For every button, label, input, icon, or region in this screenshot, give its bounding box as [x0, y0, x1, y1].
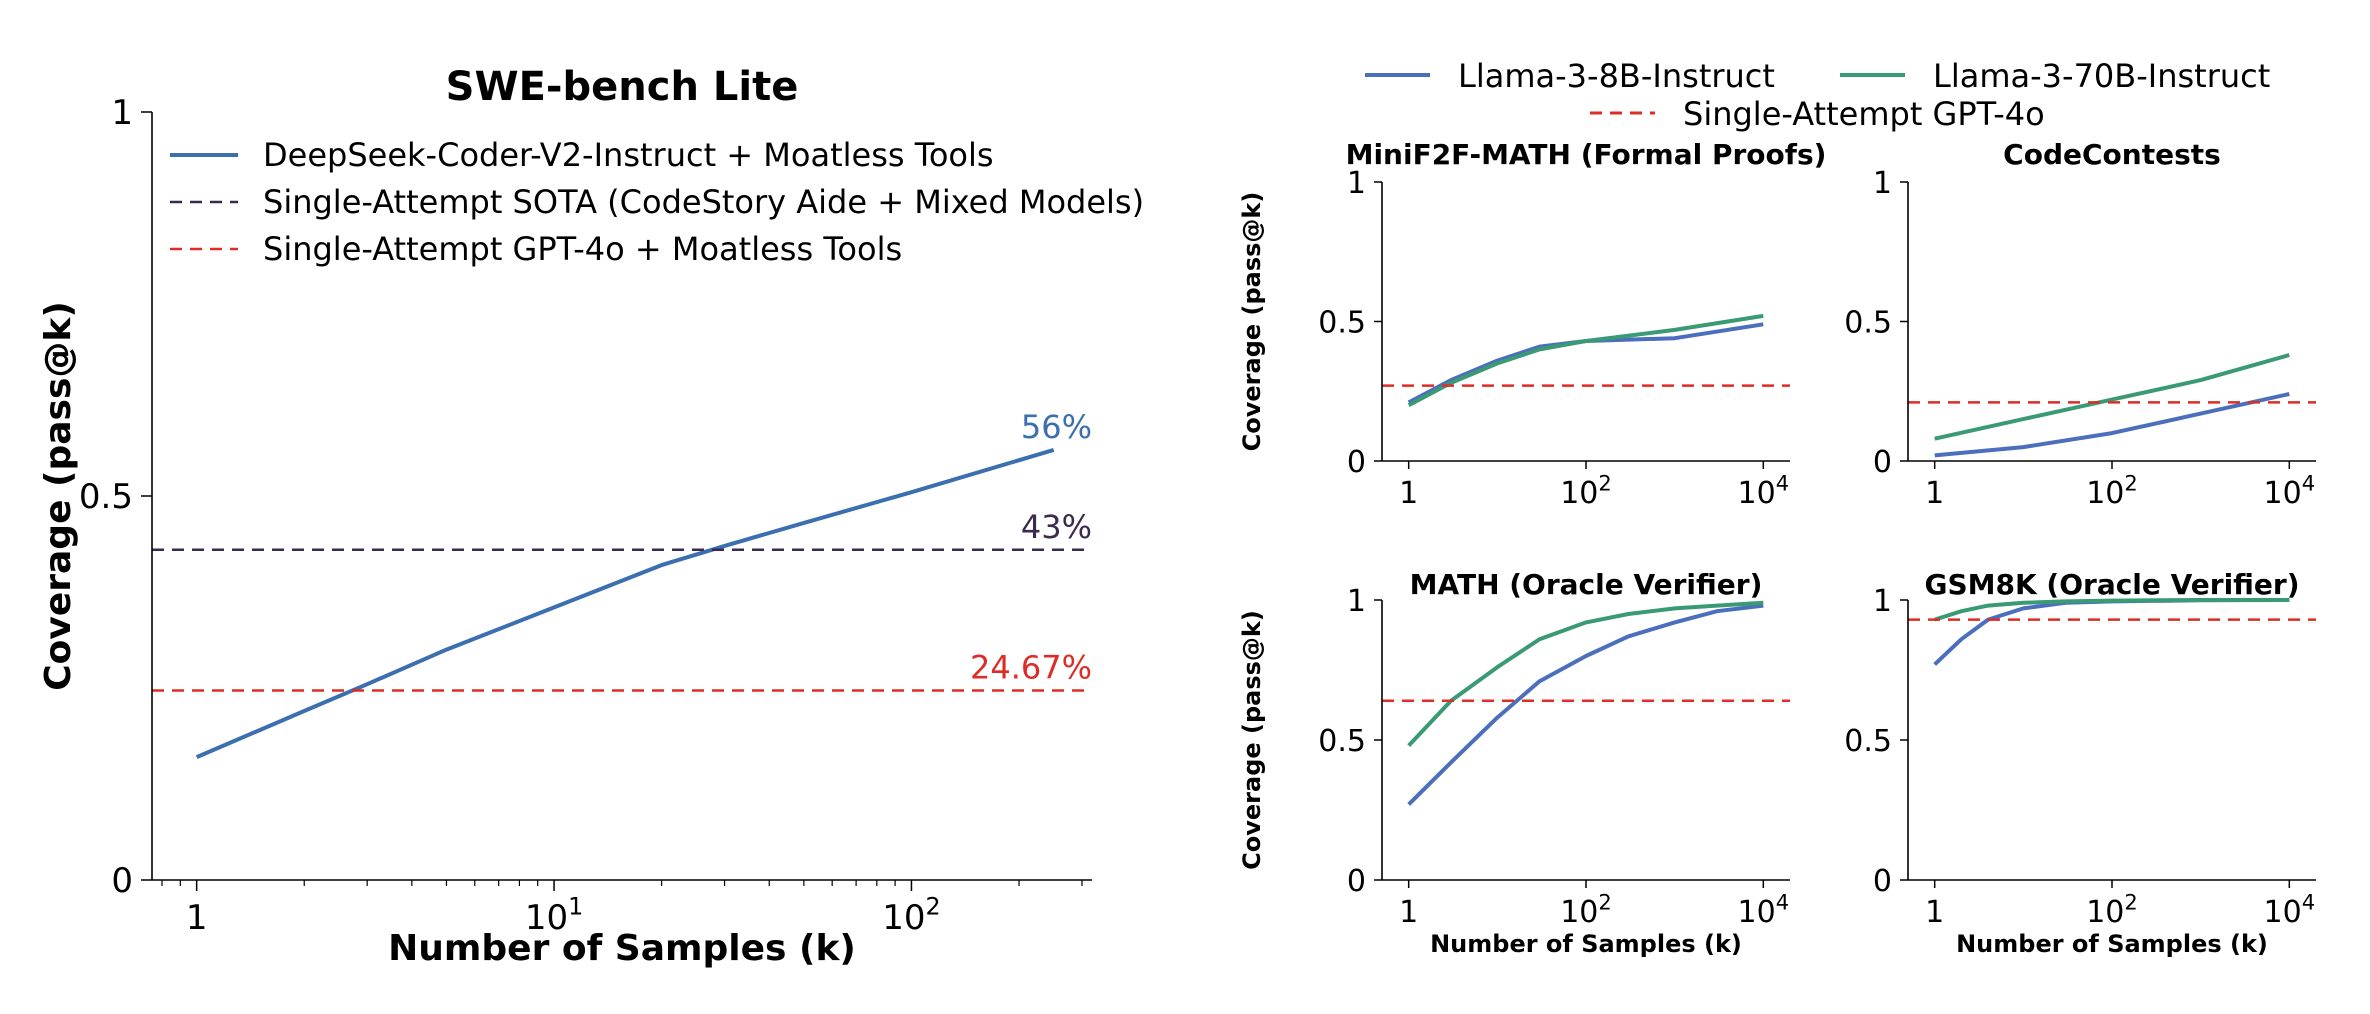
y-tick-label: 0.5 [1844, 724, 1892, 759]
data-label-sota: 43% [1021, 508, 1092, 546]
x-tick-label: 102 [1560, 890, 1612, 930]
y-tick-label: 0.5 [1844, 305, 1892, 340]
x-tick-label: 102 [1560, 471, 1612, 511]
y-axis-label: Coverage (pass@k) [38, 301, 79, 691]
x-tick-label: 102 [882, 893, 940, 938]
legend-main: DeepSeek-Coder-V2-Instruct + Moatless To… [170, 136, 1144, 268]
y-tick-label: 0 [1347, 864, 1366, 899]
legend-label-sota: Single-Attempt SOTA (CodeStory Aide + Mi… [263, 183, 1144, 221]
x-tick-label: 104 [1738, 890, 1790, 930]
x-axis-label: Number of Samples (k) [1956, 930, 2268, 958]
data-label-deepseek: 56% [1021, 408, 1092, 446]
y-tick-label: 0.5 [79, 477, 133, 517]
series-line-llama8b [1407, 603, 1764, 806]
series-line-llama70b [1407, 313, 1764, 407]
x-axis-label: Number of Samples (k) [388, 928, 856, 969]
x-tick-label: 1 [1925, 476, 1944, 511]
chart-title: MiniF2F-MATH (Formal Proofs) [1346, 138, 1827, 171]
chart-panel-3: CodeContests 0 0.5 1 1 102 104 [1844, 138, 2316, 511]
y-tick-label: 0 [1873, 864, 1892, 899]
y-tick-label: 0 [111, 861, 133, 901]
y-tick-label: 1 [1347, 166, 1366, 201]
y-tick-label: 1 [1873, 584, 1892, 619]
y-tick-label: 0.5 [1318, 305, 1366, 340]
y-tick-label: 0.5 [1318, 724, 1366, 759]
series-line-llama8b [1934, 392, 2290, 458]
legend-label-llama70b: Llama-3-70B-Instruct [1933, 57, 2270, 95]
chart-title: CodeContests [2003, 138, 2221, 171]
series-line-llama70b [1934, 353, 2290, 441]
x-tick-label: 1 [186, 898, 208, 938]
legend-label-gpt4o: Single-Attempt GPT-4o + Moatless Tools [263, 230, 902, 268]
series-line-deepseek [195, 447, 1055, 759]
legend-label-deepseek: DeepSeek-Coder-V2-Instruct + Moatless To… [263, 136, 994, 174]
x-tick-label: 1 [1925, 895, 1944, 930]
data-label-gpt4o: 24.67% [970, 649, 1092, 687]
legend-label-gpt4o: Single-Attempt GPT-4o [1683, 95, 2045, 133]
chart-panel-2: MiniF2F-MATH (Formal Proofs) 0 0.5 1 1 102 104… [1238, 138, 1826, 511]
series-line-llama8b [1407, 322, 1764, 405]
x-tick-label: 1 [1399, 476, 1418, 511]
chart-panel-4: MATH (Oracle Verifier) 0 0.5 1 1 102 104Number… [1238, 568, 1790, 958]
y-tick-label: 1 [1873, 166, 1892, 201]
x-axis-label: Number of Samples (k) [1430, 930, 1742, 958]
y-tick-label: 1 [1347, 584, 1366, 619]
chart-title: MATH (Oracle Verifier) [1410, 568, 1763, 601]
series-line-llama8b [1933, 598, 2290, 666]
chart-panel-5: GSM8K (Oracle Verifier) 0 0.5 1 1 102 104Numbe… [1844, 568, 2316, 958]
chart-panel-1: SWE-bench Lite 0 0.5 1 1 101 102 Number of Samp… [38, 64, 1144, 969]
y-axis-label: Coverage (pass@k) [1238, 192, 1266, 452]
series-line-llama70b [1407, 600, 1764, 747]
x-tick-label: 101 [525, 893, 583, 938]
chart-title: GSM8K (Oracle Verifier) [1924, 568, 2299, 601]
x-tick-label: 104 [2264, 471, 2316, 511]
y-tick-label: 0 [1347, 445, 1366, 480]
chart-title: SWE-bench Lite [446, 64, 799, 110]
x-tick-label: 102 [2086, 471, 2138, 511]
x-tick-label: 104 [1738, 471, 1790, 511]
y-axis-label: Coverage (pass@k) [1238, 610, 1266, 870]
x-tick-label: 102 [2086, 890, 2138, 930]
x-tick-label: 1 [1399, 895, 1418, 930]
legend-right: Llama-3-8B-Instruct Llama-3-70B-Instruct… [1365, 57, 2270, 133]
x-tick-label: 104 [2264, 890, 2316, 930]
y-tick-label: 1 [111, 93, 133, 133]
series-line-llama70b [1934, 598, 2290, 622]
y-tick-label: 0 [1873, 445, 1892, 480]
legend-label-llama8b: Llama-3-8B-Instruct [1458, 57, 1775, 95]
